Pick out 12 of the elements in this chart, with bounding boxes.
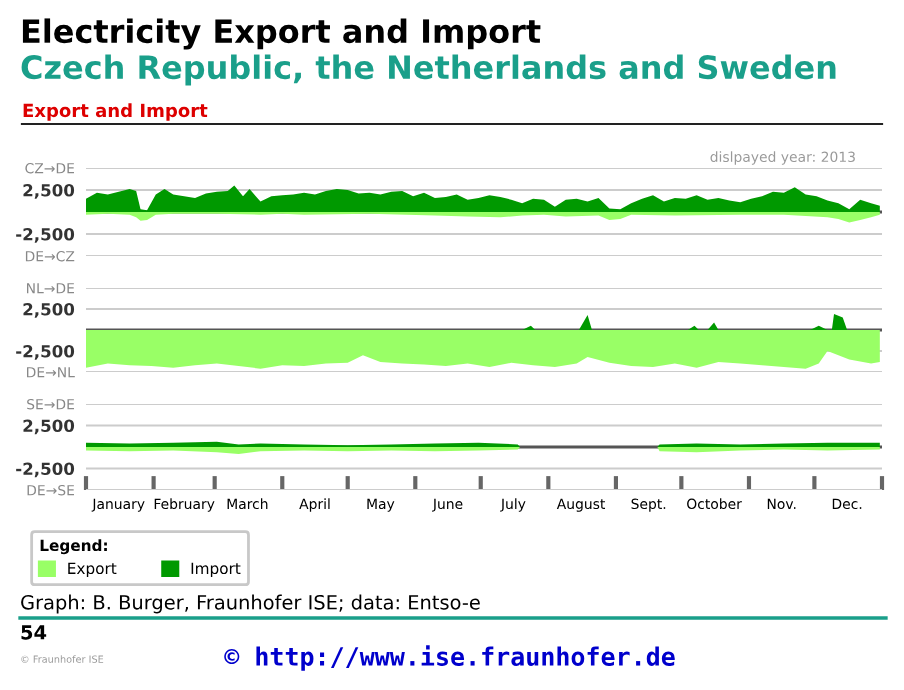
y-tick-label: 2,500 xyxy=(23,302,75,318)
text: © http://www.ise.fraunhofer.de xyxy=(224,645,675,671)
y-tick-label: -2,500 xyxy=(16,227,75,243)
y-tick-label: 2,500 xyxy=(23,183,75,199)
y-tick-label: -2,500 xyxy=(16,344,75,360)
y-tick-label: 2,500 xyxy=(23,419,75,435)
text: 54 xyxy=(21,625,47,640)
y-tick-label: -2,500 xyxy=(16,462,75,478)
text: Export and Import xyxy=(23,103,208,121)
chart-title: Electricity Export and Import xyxy=(22,18,541,50)
text: Graph: B. Burger, Fraunhofer ISE; data: Entso-e xyxy=(21,594,480,614)
chart-subtitle: Czech Republic, the Netherlands and Sweden xyxy=(21,54,836,86)
